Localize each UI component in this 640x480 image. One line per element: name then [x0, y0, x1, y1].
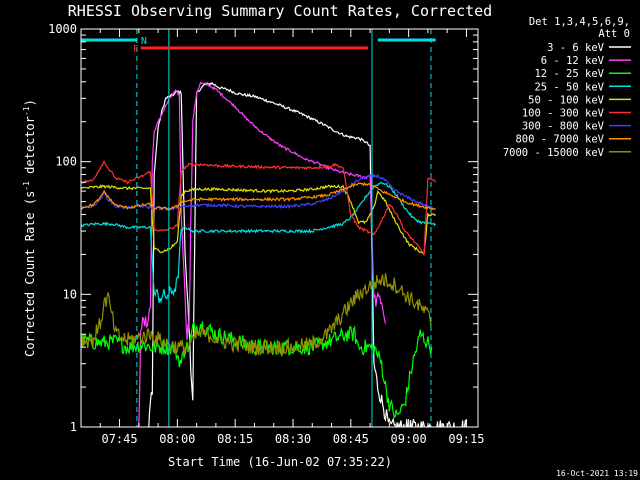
legend-header-line-2: Att 0: [598, 28, 630, 40]
x-tick-label-2: 08:15: [217, 432, 253, 446]
legend-label-5: 100 - 300 keV: [522, 108, 605, 120]
series-line-3: [81, 181, 437, 305]
x-tick-label-6: 09:15: [448, 432, 484, 446]
x-tick-label-1: 08:00: [159, 432, 195, 446]
x-tick-label-3: 08:30: [275, 432, 311, 446]
legend-label-1: 6 - 12 keV: [541, 55, 605, 67]
series-line-4: [81, 184, 436, 255]
y-tick-label-0: 1: [70, 420, 77, 434]
y-axis-label-part-b: detector: [23, 116, 37, 181]
y-axis-label-sup-1: -1: [22, 181, 31, 191]
flag-label-1: N: [141, 36, 147, 47]
series-line-0: [148, 81, 467, 427]
y-tick-label-3: 1000: [48, 22, 77, 36]
x-tick-label-5: 09:00: [391, 432, 427, 446]
y-axis-label: Corrected Count Rate (s-1 detector-1): [22, 99, 37, 357]
x-tick-label-0: 07:45: [101, 432, 137, 446]
legend-label-2: 12 - 25 keV: [534, 68, 604, 80]
y-axis-label-part-a: Corrected Count Rate (s: [23, 191, 37, 357]
y-axis-label-part-c: ): [23, 99, 37, 106]
legend-label-3: 25 - 50 keV: [534, 81, 604, 93]
legend-header-line-1: Det 1,3,4,5,6,9,: [529, 16, 630, 28]
x-axis-label: Start Time (16-Jun-02 07:35:22): [168, 455, 392, 469]
series-line-7: [81, 181, 436, 211]
x-tick-label-4: 08:45: [333, 432, 369, 446]
legend-label-7: 800 - 7000 keV: [515, 134, 604, 146]
series-line-8: [81, 273, 433, 357]
legend-label-6: 300 - 800 keV: [522, 121, 605, 133]
plot-frame: [80, 28, 479, 428]
legend-label-8: 7000 - 15000 keV: [503, 147, 605, 159]
flag-label-3: F: [133, 44, 139, 55]
legend-label-0: 3 - 6 keV: [547, 42, 605, 54]
y-axis-label-sup-2: -1: [22, 106, 31, 116]
y-tick-label-2: 100: [55, 155, 77, 169]
series-line-5: [81, 160, 437, 256]
chart-title: RHESSI Observing Summary Count Rates, Co…: [68, 2, 492, 20]
legend-label-4: 50 - 100 keV: [528, 94, 605, 106]
timestamp: 16-Oct-2021 13:19: [556, 469, 638, 478]
y-tick-label-1: 10: [63, 287, 77, 301]
